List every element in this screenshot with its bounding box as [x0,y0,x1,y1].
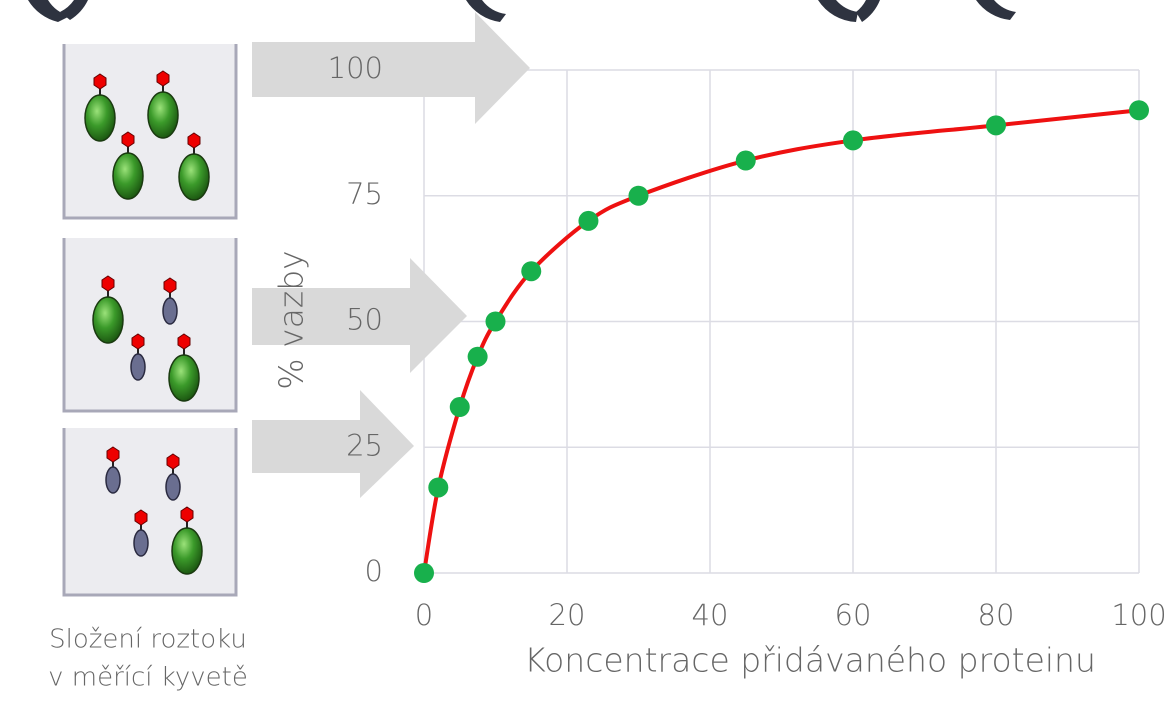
data-point [521,261,542,282]
grid [423,69,1140,574]
cuvettes [62,44,238,597]
data-point [428,477,449,498]
caption: Složení roztoku [49,625,247,655]
y-tick-label: 0 [365,554,383,588]
caption: v měřící kyvetě [48,663,248,693]
data-point [1129,100,1149,121]
data-point [986,115,1006,136]
x-tick-label: 0 [415,598,433,632]
y-tick-label: 25 [346,428,383,462]
data-point [414,563,434,583]
data-point [449,397,470,418]
y-axis-label: % vazby [272,250,311,389]
data-point [735,150,756,171]
x-tick-label: 60 [835,598,872,632]
y-tick-label: 75 [346,177,383,211]
decoration [28,0,1016,22]
arrows [252,12,530,498]
data-point [485,311,506,332]
x-tick-label: 20 [549,598,586,632]
data-point [578,210,599,231]
y-tick-label: 50 [346,303,383,337]
series-line [422,108,1140,574]
data-point [628,185,649,206]
y-tick-label: 100 [328,51,383,85]
x-axis-label: Koncentrace přidávaného proteinu [524,641,1096,680]
data-point [843,130,863,151]
data-point [467,346,488,367]
x-tick-label: 80 [978,598,1015,632]
x-tick-label: 40 [692,598,729,632]
x-tick-label: 100 [1111,598,1166,632]
